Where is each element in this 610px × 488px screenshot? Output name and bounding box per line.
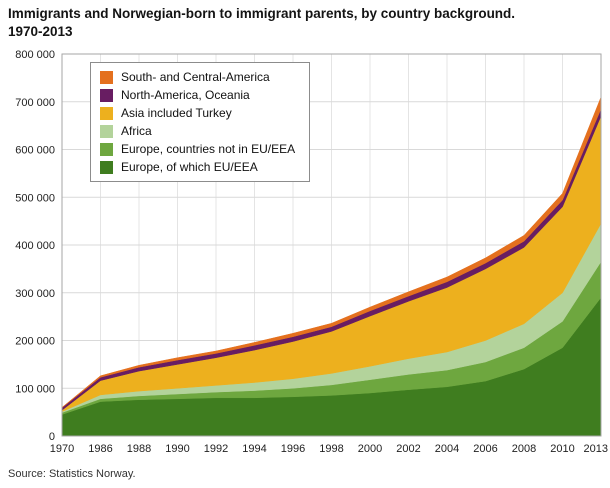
legend-label: South- and Central-America	[121, 70, 270, 84]
legend-swatch-asia-included-turkey	[100, 106, 113, 120]
source-note: Source: Statistics Norway.	[8, 468, 136, 480]
x-tick-label: 2013	[584, 443, 608, 455]
x-tick-label: 1990	[165, 443, 189, 455]
legend-item-north-america-oceania: North-America, Oceania	[100, 88, 295, 102]
chart-title-line2: 1970-2013	[8, 24, 73, 40]
legend-item-europe-countries-not-in-eu-eea: Europe, countries not in EU/EEA	[100, 142, 295, 156]
legend-swatch-south-and-central-america	[100, 70, 113, 84]
stacked-area-chart: 0 100 000 200 000 300 000 400 000 500 000 600 …	[15, 49, 608, 455]
y-tick-label: 800 000	[15, 49, 55, 61]
legend-item-south-and-central-america: South- and Central-America	[100, 70, 295, 84]
x-tick-label: 1992	[204, 443, 228, 455]
x-tick-label: 1996	[281, 443, 305, 455]
legend-label: North-America, Oceania	[121, 88, 250, 102]
chart-area: 0 100 000 200 000 300 000 400 000 500 000 600 …	[0, 42, 610, 462]
legend-swatch-europe-countries-not-in-eu-eea	[100, 142, 113, 156]
legend-item-africa: Africa	[100, 124, 295, 138]
legend-label: Asia included Turkey	[121, 106, 232, 120]
x-tick-label: 2006	[473, 443, 497, 455]
legend-label: Africa	[121, 124, 152, 138]
chart-title-line1: Immigrants and Norwegian-born to immigra…	[8, 6, 516, 21]
x-tick-label: 1998	[319, 443, 343, 455]
chart-legend: South- and Central-America North-America,…	[90, 62, 311, 182]
y-tick-label: 0	[49, 431, 55, 443]
y-tick-label: 300 000	[15, 288, 55, 300]
x-tick-label: 1988	[127, 443, 151, 455]
x-tick-label: 2004	[435, 443, 459, 455]
y-tick-label: 200 000	[15, 336, 55, 348]
x-tick-label: 2010	[550, 443, 574, 455]
y-tick-label: 400 000	[15, 240, 55, 252]
y-tick-label: 100 000	[15, 383, 55, 395]
x-tick-label: 2002	[396, 443, 420, 455]
plot-border	[61, 53, 602, 437]
chart-title: Immigrants and Norwegian-born to immigra…	[8, 5, 515, 41]
legend-swatch-europe-of-which-eu-eea	[100, 160, 113, 174]
x-tick-label: 1994	[242, 443, 266, 455]
y-tick-label: 600 000	[15, 145, 55, 157]
legend-swatch-africa	[100, 124, 113, 138]
legend-swatch-north-america-oceania	[100, 88, 113, 102]
y-tick-label: 700 000	[15, 97, 55, 109]
x-tick-label: 2000	[358, 443, 382, 455]
legend-item-europe-of-which-eu-eea: Europe, of which EU/EEA	[100, 160, 295, 174]
legend-label: Europe, countries not in EU/EEA	[121, 142, 296, 156]
x-tick-label: 1970	[50, 443, 74, 455]
y-tick-label: 500 000	[15, 192, 55, 204]
legend-label: Europe, of which EU/EEA	[121, 160, 258, 174]
x-tick-label: 1986	[88, 443, 112, 455]
legend-item-asia-included-turkey: Asia included Turkey	[100, 106, 295, 120]
x-tick-label: 2008	[512, 443, 536, 455]
